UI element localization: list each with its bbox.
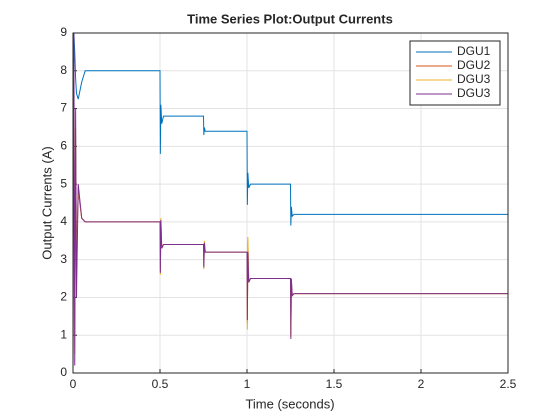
x-tick-label: 1 (244, 377, 251, 391)
y-tick-label: 4 (60, 214, 67, 228)
y-tick-label: 6 (60, 139, 67, 153)
legend-label: DGU3 (457, 86, 491, 100)
x-tick-label: 2 (418, 377, 425, 391)
y-tick-label: 0 (60, 365, 67, 379)
y-tick-label: 5 (60, 176, 67, 190)
y-tick-label: 2 (60, 290, 67, 304)
x-tick-label: 2.5 (500, 377, 517, 391)
chart-title: Time Series Plot:Output Currents (187, 11, 393, 26)
x-tick-label: 1.5 (326, 377, 343, 391)
x-tick-label: 0.5 (152, 377, 169, 391)
x-tick-label: 0 (70, 377, 77, 391)
y-tick-label: 9 (60, 25, 67, 39)
series-line (73, 33, 508, 373)
y-tick-label: 1 (60, 327, 67, 341)
x-axis-label: Time (seconds) (245, 396, 334, 411)
series-line (73, 33, 508, 226)
y-tick-label: 3 (60, 252, 67, 266)
legend-label: DGU3 (457, 72, 491, 86)
y-tick-label: 7 (60, 101, 67, 115)
plot-frame (72, 32, 509, 374)
legend-label: DGU2 (457, 58, 491, 72)
y-tick-label: 8 (60, 63, 67, 77)
legend-label: DGU1 (457, 44, 491, 58)
y-axis-label: Output Currents (A) (39, 146, 54, 259)
